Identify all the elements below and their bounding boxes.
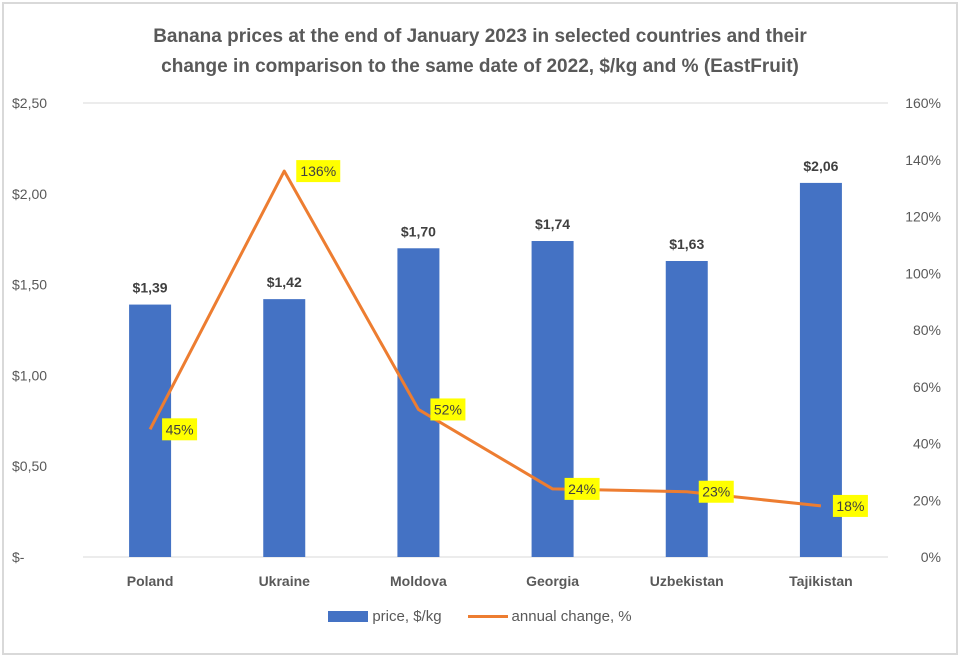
x-axis-tick: Ukraine [259,573,311,589]
x-axis-tick: Poland [127,573,174,589]
bar-data-label: $1,63 [669,236,704,252]
bar-data-label: $2,06 [803,158,838,174]
right-axis-tick: 100% [905,265,941,281]
bar-uzbekistan [665,260,708,557]
line-label-background [162,418,198,441]
legend-swatch-bar [328,611,369,622]
line-label-background [832,494,868,517]
right-axis-tick: 160% [905,95,941,111]
x-axis-tick: Uzbekistan [650,573,724,589]
line-label-background [430,398,466,421]
chart-title: Banana prices at the end of January 2023… [0,22,960,82]
legend: price, $/kg annual change, % [0,608,960,625]
line-data-label: 23% [702,484,730,500]
right-axis-tick: 40% [913,436,941,452]
line-label-background [564,477,600,500]
x-axis-tick: Moldova [390,573,447,589]
right-axis-tick: 0% [921,549,941,565]
bar-data-label: $1,74 [535,216,570,232]
left-axis-tick: $2,00 [12,186,47,202]
left-axis-tick: $2,50 [12,95,47,111]
line-data-label: 24% [568,481,596,497]
chart-title-line-2: change in comparison to the same date of… [161,56,799,77]
right-axis-tick: 60% [913,379,941,395]
right-axis-tick: 140% [905,152,941,168]
line-data-label: 45% [166,421,194,437]
right-axis-tick: 120% [905,209,941,225]
chart-title-line-1: Banana prices at the end of January 2023… [153,26,807,47]
bar-ukraine [263,299,306,557]
bar-data-label: $1,42 [267,274,302,290]
annual-change-line [148,169,822,508]
bar-data-label: $1,39 [133,280,168,296]
line-label-background [296,160,341,183]
right-axis-tick: 80% [913,322,941,338]
line-label-background [698,480,734,503]
right-axis-tick: 20% [913,492,941,508]
left-axis-tick: $0,50 [12,458,47,474]
line-data-label: 52% [434,401,462,417]
legend-label-change: annual change, % [511,608,632,625]
left-axis-tick: $- [12,549,25,565]
legend-swatch-line [467,615,508,618]
line-data-label: 18% [836,498,864,514]
bar-data-label: $1,70 [401,223,436,239]
x-axis-tick: Tajikistan [789,573,853,589]
bar-tajikistan [799,182,842,558]
legend-item-price: price, $/kg [328,608,442,625]
line-data-label: 136% [300,163,336,179]
left-axis-tick: $1,50 [12,277,47,293]
legend-label-price: price, $/kg [372,608,442,625]
bar-georgia [531,241,574,558]
left-axis-tick: $1,00 [12,367,47,383]
legend-item-change: annual change, % [467,608,632,625]
x-axis-tick: Georgia [526,573,579,589]
